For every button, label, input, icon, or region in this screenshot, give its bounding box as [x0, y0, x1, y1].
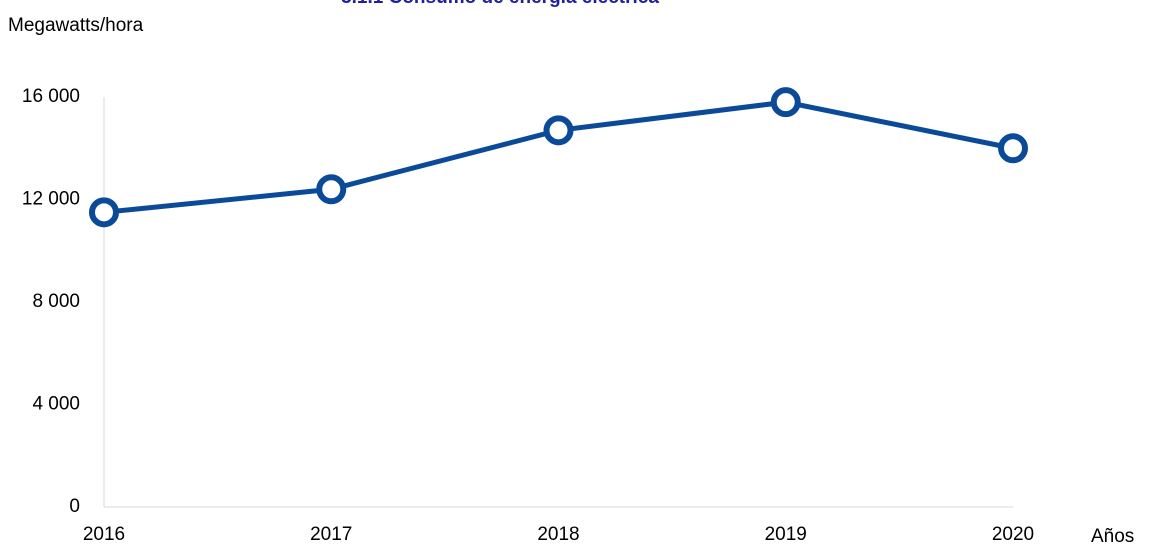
chart-title: 3.1.1 Consumo de energía eléctrica [341, 0, 659, 8]
x-axis-label: Años [1091, 526, 1134, 547]
y-axis-label: Megawatts/hora [8, 15, 144, 36]
y-tick-label: 8 000 [32, 291, 80, 312]
point [89, 197, 119, 228]
y-tick-label: 16 000 [22, 86, 80, 107]
x-tick-label: 2016 [83, 524, 125, 545]
point [770, 87, 801, 118]
point [316, 174, 347, 205]
y-tick-label: 4 000 [32, 394, 80, 415]
point [543, 115, 574, 146]
x-tick-label: 2018 [537, 524, 579, 545]
point [998, 133, 1028, 164]
y-tick-label: 0 [69, 496, 80, 517]
x-tick-label: 2019 [765, 524, 807, 545]
x-tick-label: 2017 [310, 524, 352, 545]
y-tick-label: 12 000 [22, 189, 80, 210]
x-tick-label: 2020 [992, 524, 1034, 545]
